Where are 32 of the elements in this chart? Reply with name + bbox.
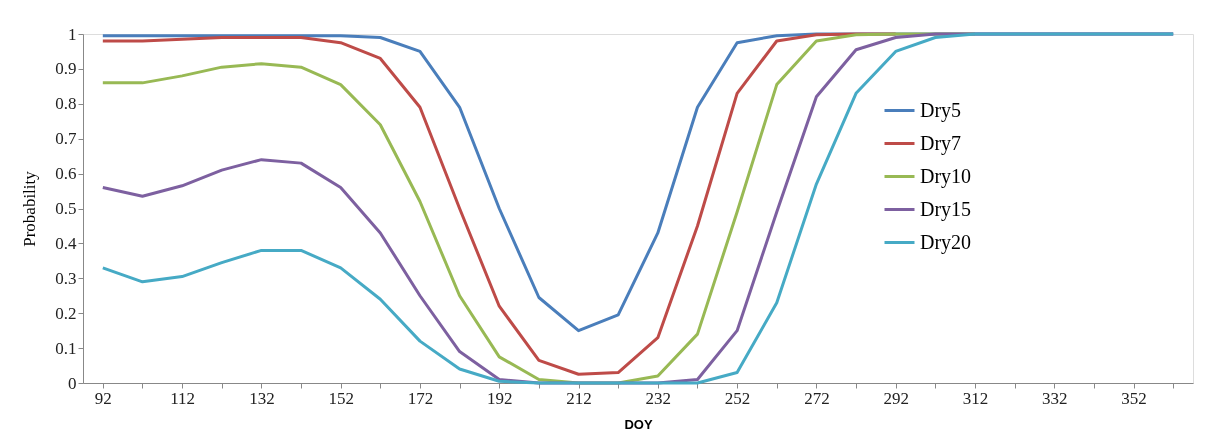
y-tick-label: 1 [68, 24, 77, 44]
x-axis-title: DOY [624, 416, 653, 432]
y-tick-label: 0 [68, 373, 77, 393]
x-tick-label: 132 [249, 388, 275, 408]
legend-label: Dry15 [920, 197, 972, 221]
legend-label: Dry7 [920, 131, 962, 155]
y-axis-title: Probability [20, 170, 40, 247]
y-tick-label: 0.3 [55, 268, 77, 288]
y-tick-label: 0.4 [55, 233, 77, 253]
y-tick-label: 0.1 [55, 338, 77, 358]
x-tick-label: 332 [1042, 388, 1068, 408]
x-tick-label: 212 [566, 388, 592, 408]
x-tick-label: 352 [1121, 388, 1147, 408]
y-tick-label: 0.6 [55, 164, 77, 184]
legend-label: Dry10 [920, 164, 972, 188]
x-tick-label: 192 [487, 388, 513, 408]
y-tick-label: 0.7 [55, 129, 77, 149]
y-tick-label: 0.5 [55, 199, 77, 218]
legend-label: Dry20 [920, 230, 972, 254]
x-tick-label: 172 [407, 388, 434, 408]
x-tick-label: 232 [645, 388, 672, 408]
x-tick-label: 112 [170, 388, 196, 408]
x-tick-label: 292 [883, 388, 909, 408]
x-tick-label: 312 [962, 388, 989, 408]
y-tick-label: 0.8 [55, 94, 77, 114]
y-tick-label: 0.9 [55, 59, 77, 79]
x-tick-label: 92 [94, 388, 112, 408]
x-tick-label: 252 [724, 388, 751, 408]
x-tick-label: 272 [804, 388, 830, 408]
legend-label: Dry5 [920, 98, 962, 122]
y-tick-label: 0.2 [55, 303, 77, 323]
x-tick-label: 152 [328, 388, 354, 408]
